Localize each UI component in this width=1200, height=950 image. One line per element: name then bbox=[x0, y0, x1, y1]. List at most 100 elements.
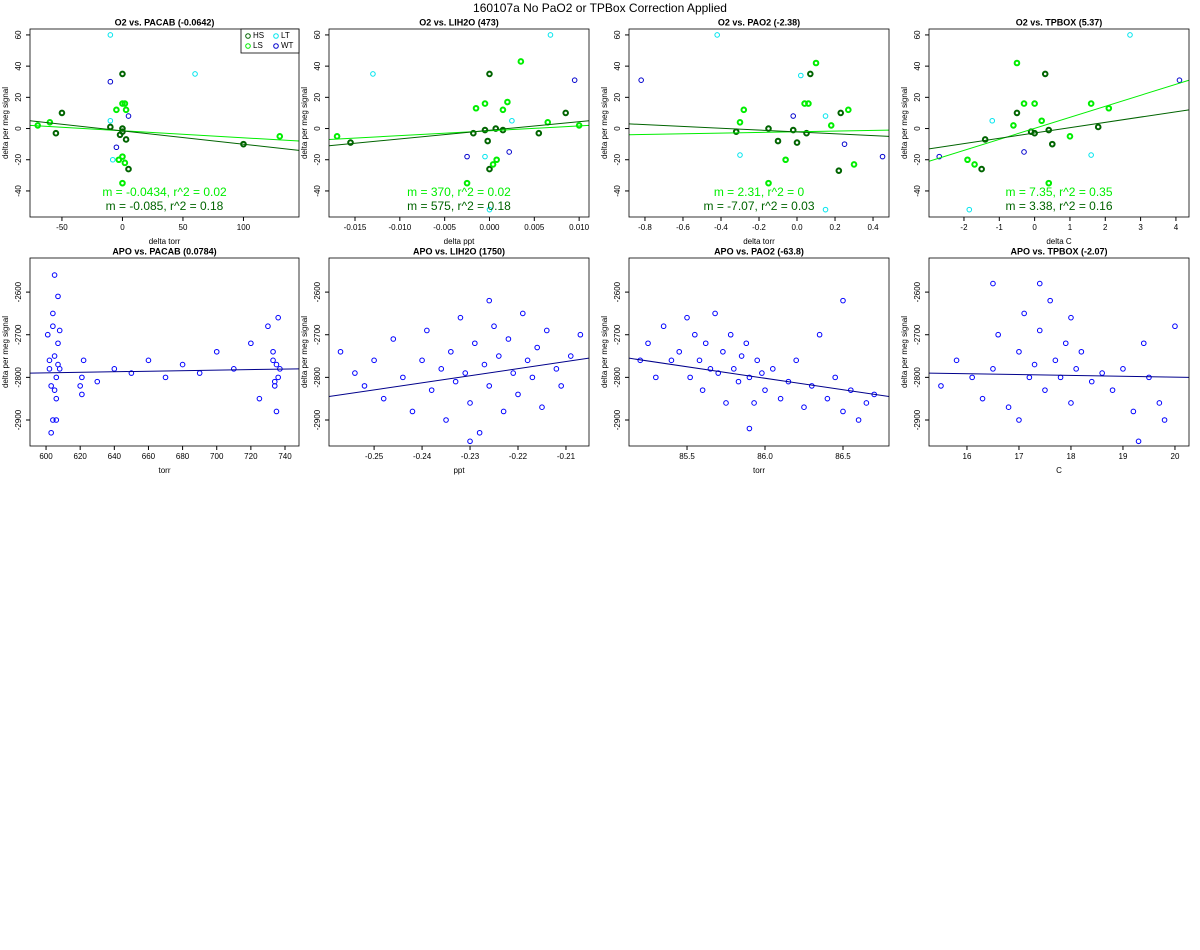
point bbox=[790, 113, 797, 119]
x-tick-label: 100 bbox=[237, 223, 251, 232]
y-axis-label: delta per meg signal bbox=[600, 87, 609, 159]
x-tick-label: 740 bbox=[278, 452, 292, 461]
fit-annotation: m = -0.0434, r^2 = 0.02 bbox=[102, 185, 227, 199]
point bbox=[712, 310, 718, 317]
x-tick-label: 1 bbox=[1068, 223, 1073, 232]
x-tick-label: -0.23 bbox=[461, 452, 480, 461]
point bbox=[534, 344, 540, 351]
point bbox=[424, 327, 430, 334]
point bbox=[979, 395, 986, 402]
y-tick-label: -40 bbox=[613, 185, 622, 197]
point bbox=[248, 340, 254, 347]
point bbox=[467, 400, 473, 406]
x-tick-label: 720 bbox=[244, 452, 258, 461]
point bbox=[273, 408, 280, 415]
point bbox=[128, 370, 135, 376]
point bbox=[472, 340, 478, 347]
y-tick-label: -20 bbox=[913, 153, 922, 165]
point bbox=[145, 357, 152, 364]
panel: O2 vs. LIH2O (473) delta ppt delta per meg… bbox=[300, 17, 590, 246]
point bbox=[1099, 370, 1105, 376]
plot-frame bbox=[328, 257, 590, 447]
point bbox=[1031, 361, 1038, 368]
point bbox=[953, 357, 960, 364]
point bbox=[520, 310, 526, 317]
point bbox=[515, 391, 521, 398]
point bbox=[547, 32, 554, 38]
point bbox=[1045, 179, 1053, 187]
point bbox=[517, 58, 525, 65]
y-axis-label: delta per meg signal bbox=[300, 316, 309, 388]
point bbox=[731, 366, 737, 372]
x-axis-label: torr bbox=[159, 466, 171, 475]
point bbox=[1010, 122, 1017, 129]
point bbox=[1005, 404, 1012, 411]
point bbox=[837, 109, 845, 117]
point bbox=[660, 323, 667, 330]
point bbox=[509, 117, 515, 124]
y-tick-label: 40 bbox=[14, 61, 23, 70]
point bbox=[192, 71, 198, 77]
point bbox=[113, 144, 120, 151]
fit-line bbox=[30, 120, 299, 151]
point bbox=[486, 70, 493, 78]
point bbox=[762, 387, 768, 393]
point bbox=[109, 156, 116, 163]
x-tick-label: -0.010 bbox=[388, 223, 411, 232]
fit-annotation: m = -7.07, r^2 = 0.03 bbox=[703, 199, 814, 213]
y-tick-label: -2600 bbox=[913, 281, 922, 302]
point bbox=[53, 374, 60, 381]
point bbox=[562, 109, 569, 117]
point bbox=[107, 78, 114, 85]
panel: APO vs. PAO2 (-63.8) torr delta per meg si… bbox=[600, 246, 890, 475]
point bbox=[46, 357, 53, 364]
x-tick-label: 86.0 bbox=[757, 452, 773, 461]
point bbox=[53, 417, 60, 423]
point bbox=[524, 357, 531, 364]
y-tick-label: -2600 bbox=[14, 281, 23, 302]
point bbox=[715, 370, 722, 376]
y-tick-label: 40 bbox=[313, 61, 322, 70]
point bbox=[428, 387, 435, 393]
point bbox=[1016, 348, 1022, 355]
x-tick-label: -0.25 bbox=[365, 452, 384, 461]
fit-annotation: m = 3.38, r^2 = 0.16 bbox=[1005, 199, 1112, 213]
point bbox=[714, 32, 720, 38]
point bbox=[271, 378, 278, 385]
x-tick-label: 2 bbox=[1103, 223, 1108, 232]
plot-area bbox=[30, 32, 299, 187]
point bbox=[213, 348, 220, 355]
point bbox=[801, 404, 807, 411]
point bbox=[529, 374, 536, 381]
y-tick-label: -40 bbox=[14, 185, 23, 197]
legend-marker bbox=[245, 43, 251, 49]
point bbox=[361, 383, 368, 389]
point bbox=[499, 106, 507, 114]
y-tick-label: -20 bbox=[14, 153, 23, 165]
x-axis-label: ppt bbox=[453, 466, 465, 475]
point bbox=[1021, 310, 1027, 317]
x-tick-label: 0.000 bbox=[479, 223, 500, 232]
panel-title: APO vs. TPBOX (-2.07) bbox=[1010, 246, 1107, 256]
panel: O2 vs. PACAB (-0.0642) delta torr delta pe… bbox=[1, 17, 300, 246]
x-tick-label: 19 bbox=[1119, 452, 1128, 461]
y-tick-label: -2700 bbox=[313, 324, 322, 345]
point bbox=[400, 374, 406, 381]
fit-annotation: m = 575, r^2 = 0.18 bbox=[407, 199, 511, 213]
point bbox=[1013, 59, 1021, 67]
point bbox=[1021, 149, 1027, 155]
y-axis-label: delta per meg signal bbox=[900, 316, 909, 388]
x-tick-label: 3 bbox=[1138, 223, 1143, 232]
point bbox=[969, 374, 975, 381]
point bbox=[1047, 297, 1053, 304]
y-tick-label: 0 bbox=[14, 126, 23, 131]
point bbox=[438, 366, 445, 372]
y-tick-label: -2700 bbox=[613, 324, 622, 345]
point bbox=[347, 139, 354, 146]
plot-area bbox=[30, 272, 299, 436]
x-axis-label: delta C bbox=[1046, 237, 1072, 246]
panel-title: O2 vs. LIH2O (473) bbox=[419, 17, 499, 27]
point bbox=[58, 109, 66, 117]
point bbox=[754, 357, 761, 364]
